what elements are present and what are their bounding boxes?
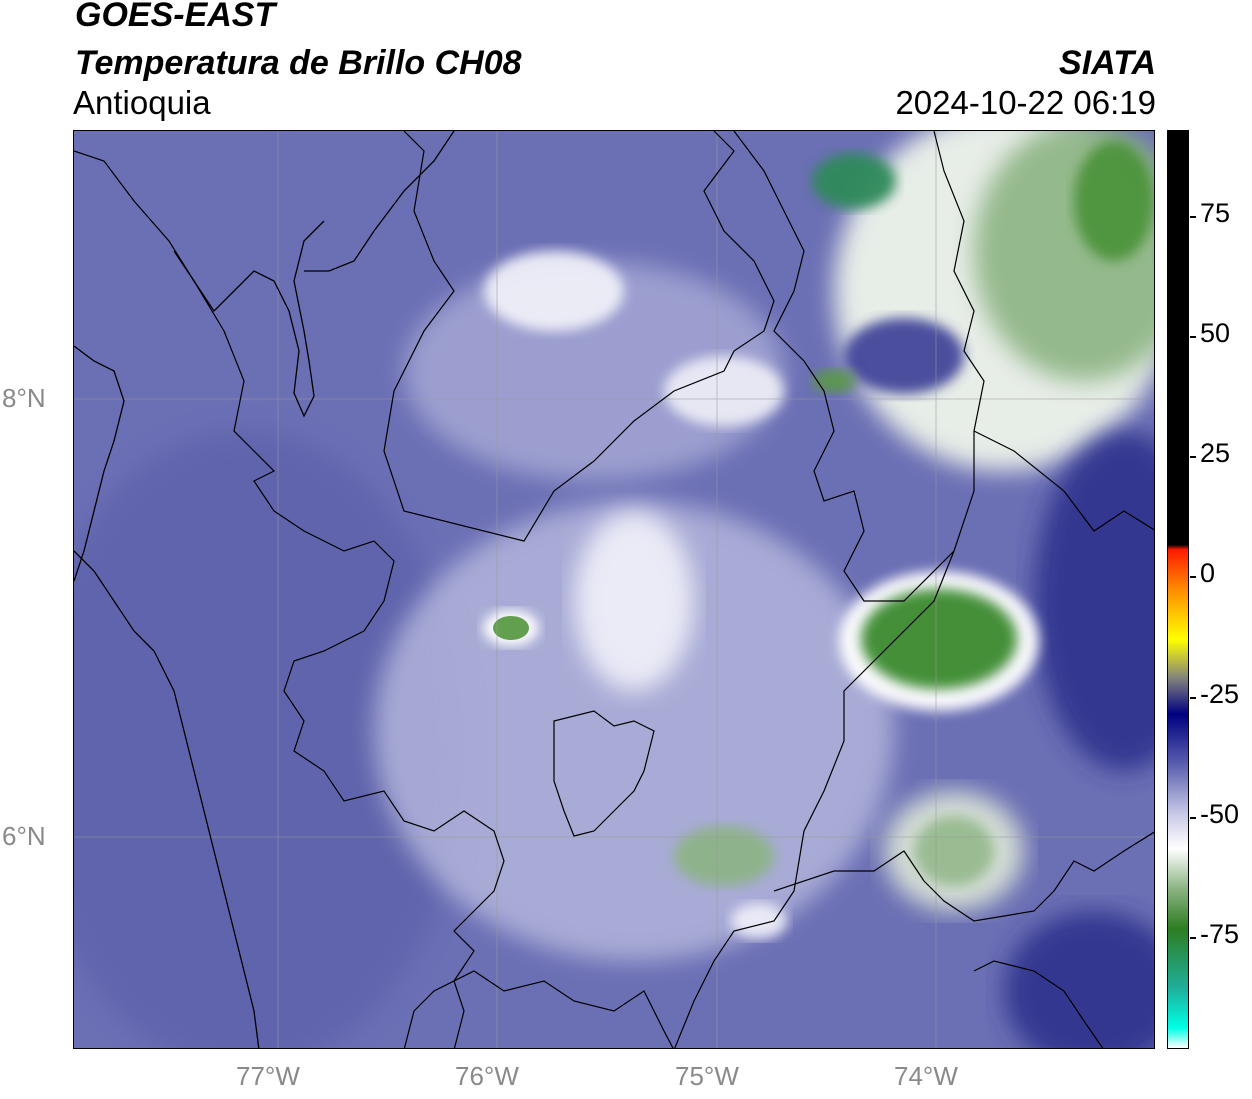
- lon-tick-label: 74°W: [894, 1061, 958, 1091]
- colorbar-tick: [1190, 576, 1196, 578]
- colorbar-tick-label: -50: [1200, 799, 1240, 829]
- colorbar-tick: [1190, 336, 1196, 338]
- colorbar-tick: [1190, 937, 1196, 939]
- product-title: Temperatura de Brillo CH08: [75, 44, 522, 82]
- colorbar-tick-label: 25: [1200, 438, 1231, 468]
- cloud-dark-se: [1004, 911, 1154, 1048]
- colorbar-tick-label: -75: [1200, 919, 1240, 949]
- colorbar: [1167, 130, 1189, 1049]
- gridlines: [74, 131, 1154, 1048]
- cloud-white-1: [574, 511, 694, 691]
- colorbar-tick-label: -25: [1200, 679, 1240, 709]
- colorbar-tick: [1190, 456, 1196, 458]
- colorbar-tick: [1190, 216, 1196, 218]
- boundaries: [74, 131, 1154, 1048]
- cloud-white-south: [731, 903, 787, 939]
- colorbar-tick-label: 75: [1200, 198, 1231, 228]
- convective-cell-south: [674, 826, 774, 886]
- lon-tick-label: 75°W: [675, 1061, 739, 1091]
- convective-cell-se: [914, 816, 994, 886]
- datetime-label: 2024-10-22 06:19: [895, 84, 1156, 121]
- cloud-core-north: [812, 153, 896, 209]
- convective-cell-north: [812, 369, 856, 393]
- lon-tick-label: 76°W: [455, 1061, 519, 1091]
- satellite-title: GOES-EAST: [75, 0, 276, 34]
- coastline: [74, 131, 455, 1048]
- convective-cell-west: [493, 616, 529, 640]
- lat-tick-label: 8°N: [2, 383, 46, 413]
- colorbar-tick: [1190, 697, 1196, 699]
- cloud-field-north: [404, 261, 784, 481]
- cloud-field-west: [74, 431, 464, 1048]
- colorbar-tick: [1190, 817, 1196, 819]
- lon-tick-label: 77°W: [236, 1061, 300, 1091]
- colorbar-tick-label: 50: [1200, 318, 1231, 348]
- cloud-dark-east: [1034, 431, 1154, 771]
- brand-label: SIATA: [1059, 44, 1156, 82]
- convective-core-east: [861, 589, 1017, 689]
- region-label: Antioquia: [73, 84, 211, 121]
- map-panel: [73, 130, 1155, 1049]
- cloud-white-2: [484, 251, 624, 331]
- cloud-deepgreen-ne: [1074, 141, 1154, 261]
- lat-tick-label: 6°N: [2, 821, 46, 851]
- colorbar-tick-label: 0: [1200, 558, 1216, 588]
- brightness-temperature-map: [74, 131, 1154, 1048]
- cloud-cold-pocket: [844, 318, 964, 394]
- cloud-white-3: [664, 356, 784, 426]
